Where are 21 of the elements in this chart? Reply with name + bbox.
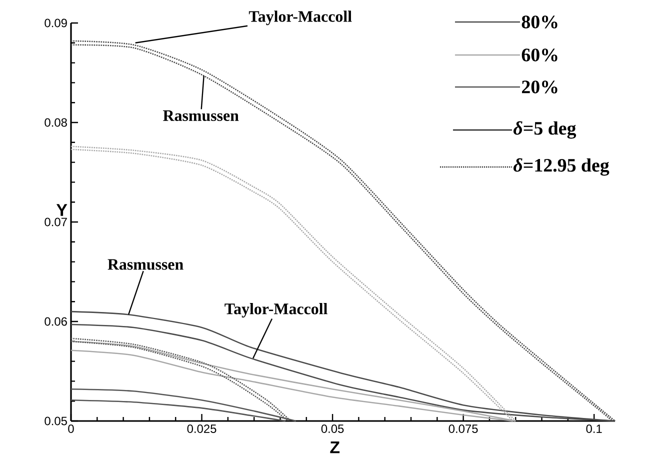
y-tick-label: 0.05: [44, 416, 67, 426]
legend-label: 80%: [522, 16, 558, 28]
annotation: δ=12.95 deg: [514, 158, 610, 176]
x-tick-label: 0: [68, 424, 74, 433]
y-axis-title: Y: [56, 204, 68, 216]
annotation: Taylor-Maccoll: [224, 303, 328, 318]
y-tick-label: 0.07: [44, 218, 67, 226]
y-tick-label: 0.09: [44, 18, 67, 28]
x-tick-label: 0.05: [321, 424, 344, 433]
x-tick-label: 0.075: [448, 424, 478, 433]
legend-label: 20%: [522, 80, 558, 94]
annotation: Rasmussen: [108, 259, 184, 270]
annotation: Taylor-Maccoll: [248, 10, 352, 26]
y-tick-label: 0.06: [44, 317, 67, 326]
annotation: δ=5 deg: [514, 121, 576, 139]
x-tick-label: 0.1: [586, 424, 602, 433]
x-tick-label: 0.025: [187, 424, 216, 433]
x-axis-title: Z: [330, 442, 340, 454]
y-tick-label: 0.08: [44, 118, 67, 127]
annotation: Rasmussen: [163, 110, 239, 122]
legend-label: 60%: [522, 48, 558, 62]
